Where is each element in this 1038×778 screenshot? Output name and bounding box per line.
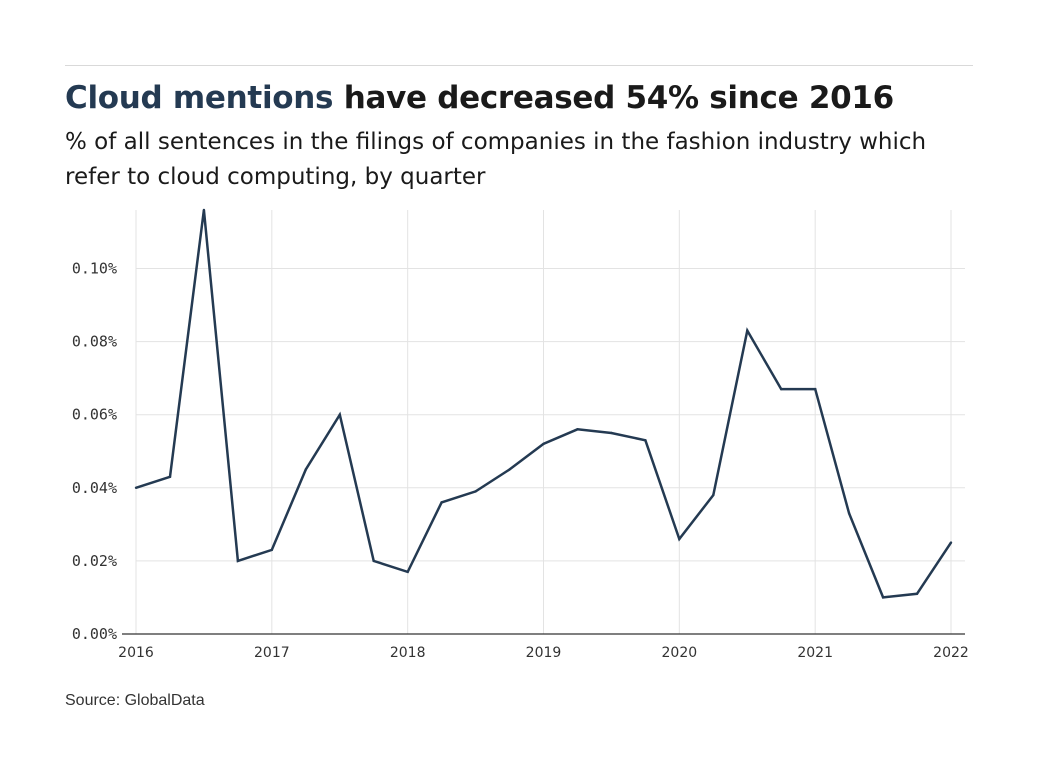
data-point [949, 541, 953, 544]
data-point [542, 442, 545, 446]
data-point [780, 387, 783, 391]
data-point [440, 501, 443, 504]
data-point [915, 592, 919, 595]
y-tick-label: 0.06% [72, 406, 117, 424]
y-tick-label: 0.00% [72, 625, 117, 643]
data-point [508, 468, 511, 471]
chart-subtitle: % of all sentences in the filings of com… [65, 129, 927, 190]
title-rest: have decreased 54% since 2016 [343, 80, 895, 116]
data-point [610, 431, 613, 435]
data-point [678, 537, 681, 541]
y-gridlines [136, 267, 965, 562]
x-tick-label: 2016 [118, 645, 154, 661]
top-divider [65, 65, 973, 66]
y-tick-label: 0.08% [72, 333, 117, 351]
data-point [372, 559, 375, 563]
data-point [236, 559, 240, 563]
title-highlight: Cloud mentions [65, 80, 334, 116]
source-note: Source: GlobalData [65, 692, 205, 709]
x-tick-label: 2020 [662, 645, 698, 661]
data-point [576, 428, 579, 431]
data-point [134, 486, 138, 489]
data-point [881, 596, 885, 599]
x-tick-label: 2017 [254, 645, 290, 661]
data-point [270, 548, 274, 552]
x-gridlines [135, 210, 952, 634]
x-tick-label: 2019 [526, 645, 562, 661]
data-point [813, 387, 817, 391]
x-tick-label: 2018 [390, 645, 426, 661]
data-point [168, 475, 172, 479]
data-point [202, 208, 206, 212]
series-layer [134, 208, 953, 599]
x-axis-ticks: 2016 2017 2018 2019 2020 2021 2022 [118, 645, 969, 661]
y-axis-ticks: 0.00% 0.02% 0.04% 0.06% 0.08% 0.10% [72, 259, 117, 643]
x-tick-label: 2021 [797, 645, 833, 661]
data-point [712, 493, 715, 497]
data-point [406, 570, 409, 574]
y-tick-label: 0.02% [72, 552, 117, 570]
data-point [644, 439, 647, 442]
y-tick-label: 0.04% [72, 479, 117, 497]
data-point [304, 468, 307, 471]
chart-title: Cloud mentions have decreased 54% since … [65, 80, 894, 116]
data-point [847, 512, 851, 515]
x-tick-label: 2022 [933, 645, 969, 661]
data-point [746, 329, 749, 332]
y-tick-label: 0.10% [72, 259, 117, 277]
data-point [474, 490, 477, 493]
data-point [338, 413, 341, 416]
